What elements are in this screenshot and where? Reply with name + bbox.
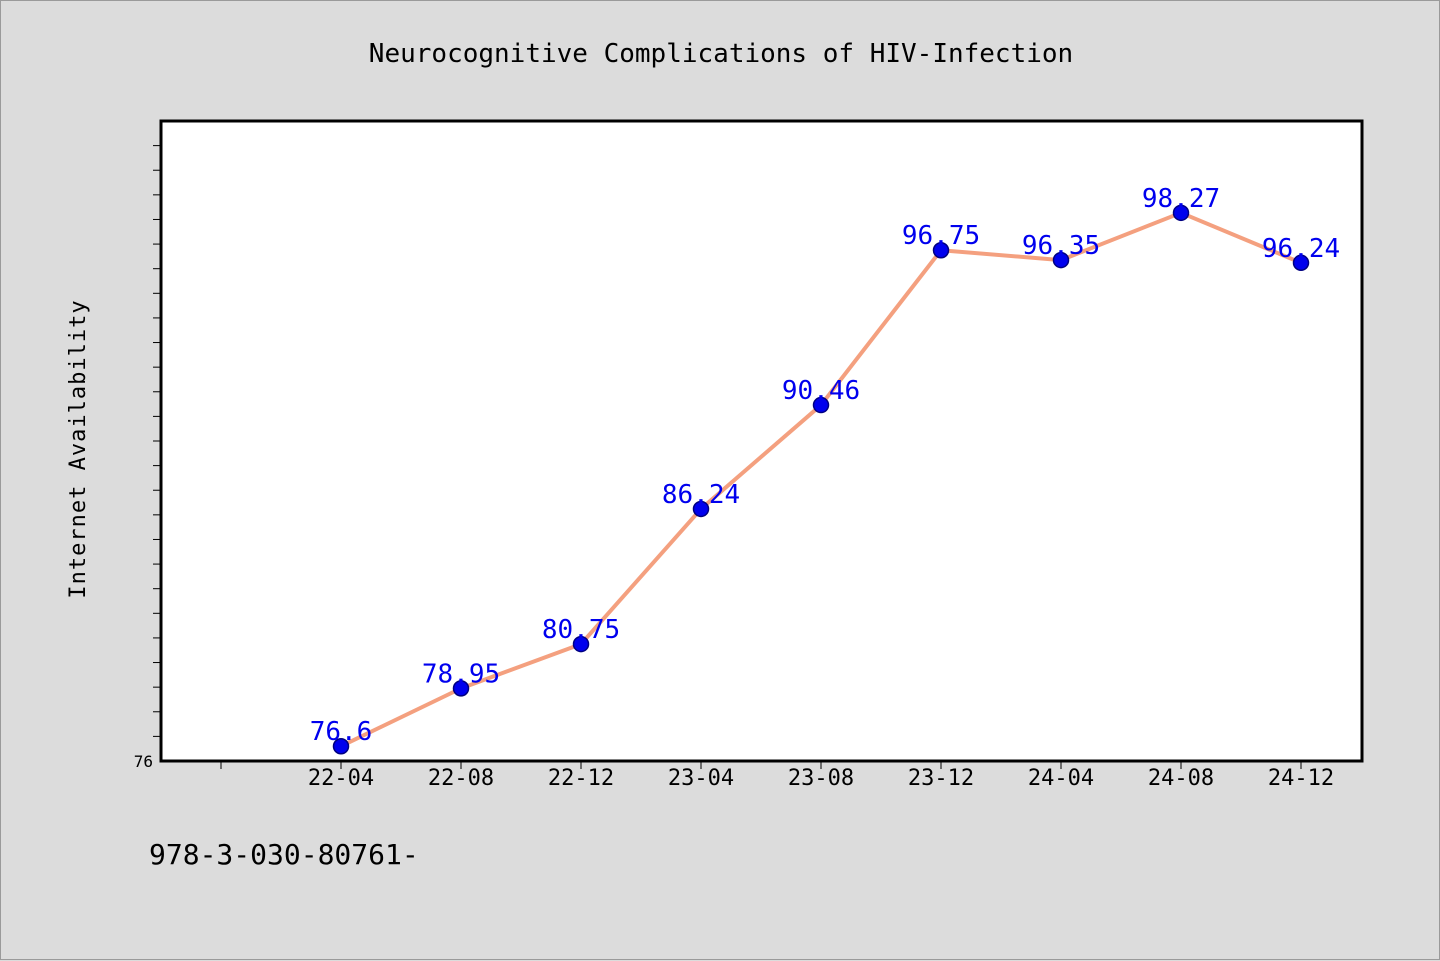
data-point [332,737,350,755]
data-point [812,396,830,414]
data-label: 96.24 [1262,234,1340,264]
x-tick-label: 23-12 [908,766,974,791]
data-point [572,635,590,653]
x-tick-label: 24-12 [1268,766,1334,791]
data-point [1172,204,1190,222]
data-label: 76.6 [310,717,373,747]
x-tick-label: 22-08 [428,766,494,791]
x-tick-label: 23-08 [788,766,854,791]
data-point [1292,254,1310,272]
y-tick-label: 76 [134,752,153,771]
data-point [932,241,950,259]
data-point [692,500,710,518]
x-tick-label: 24-08 [1148,766,1214,791]
x-tick-label: 23-04 [668,766,734,791]
x-tick-label: 22-12 [548,766,614,791]
data-label: 96.75 [902,221,980,251]
data-point [1052,251,1070,269]
plot-area [159,119,1364,763]
data-label: 98.27 [1142,184,1220,214]
data-point [452,680,470,697]
data-label: 80.75 [542,615,620,645]
x-tick-label: 24-04 [1028,766,1094,791]
chart-title: Neurocognitive Complications of HIV-Infe… [369,39,1073,69]
data-label: 96.35 [1022,231,1100,261]
data-label: 90.46 [782,376,860,406]
data-label: 86.24 [662,480,740,510]
data-label: 78.95 [422,659,500,689]
footer-text: 978-3-030-80761- [149,838,419,871]
x-tick-label: 22-04 [308,766,374,791]
y-axis-label: Internet Availability [66,299,91,598]
